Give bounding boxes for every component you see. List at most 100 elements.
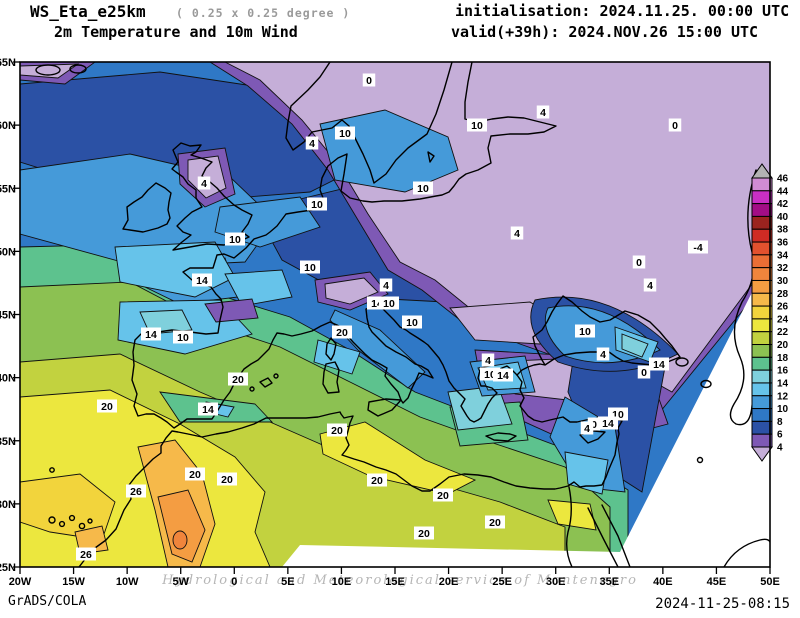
contour-label: 0 (591, 419, 597, 431)
contour-label: 20 (221, 474, 233, 486)
contour-label: 20 (371, 475, 383, 487)
contour-label-chip (485, 515, 505, 529)
colorbar-label: 32 (777, 263, 789, 274)
lon-label: 20E (439, 576, 459, 588)
colorbar-overflow-arrow (751, 163, 773, 179)
contour-label-chip (379, 278, 393, 292)
coast-red-sea-east (601, 504, 631, 567)
contour-label: 10 (406, 317, 418, 329)
lon-label: 40E (653, 576, 673, 588)
coast-persian-gulf (723, 538, 770, 567)
island-canary-3 (68, 514, 76, 522)
contour-label: 14 (202, 404, 214, 416)
colorbar-label: 26 (777, 302, 789, 313)
coast-red-sea-west (587, 507, 619, 567)
contour-label-chip (307, 197, 327, 211)
contour-label: 0 (672, 120, 678, 132)
axes: 20W 15W 10W 5W 0 5E 10E 15E 20E 25E 30E 35E 40E 45E 50… (0, 57, 780, 588)
contour-label: 0 (641, 367, 647, 379)
contour-label-chip (198, 402, 218, 416)
contour-label: 10 (177, 332, 189, 344)
colorbar-segment (751, 331, 773, 346)
colorbar-segment (751, 279, 773, 294)
lake-urmia (700, 379, 712, 389)
contour-label-chip (126, 484, 146, 498)
colorbar-label: 20 (777, 340, 789, 351)
colorbar-segment (751, 215, 773, 230)
contour-label-chip (481, 353, 495, 367)
contour-label: 4 (540, 107, 546, 119)
colorbar-segment (751, 420, 773, 435)
colorbar-segment (751, 408, 773, 422)
contour-label-chip (598, 416, 618, 430)
colorbar-label: 14 (777, 378, 789, 389)
contour-label-chip (580, 421, 594, 435)
map-subtitle: 2m Temperature and 10m Wind (54, 23, 298, 41)
island-mallorca (259, 377, 273, 388)
colorbar-segment (751, 292, 773, 307)
contour-label-chip (197, 176, 211, 190)
contour-label: 4 (584, 423, 590, 435)
creation-timestamp: 2024-11-25-08:15 (655, 596, 790, 612)
lon-label: 30E (546, 576, 566, 588)
contour-label-chip (141, 327, 161, 341)
contour-label: 4 (647, 280, 653, 292)
contour-label-chip (327, 423, 347, 437)
colorbar-segment (751, 356, 773, 371)
resolution-note: ( 0.25 x 0.25 degree ) (176, 6, 351, 20)
contour-label-chip (414, 526, 434, 540)
contour-label: 26 (80, 549, 92, 561)
lat-label: 30N (0, 499, 16, 511)
colorbar-segment (751, 241, 773, 256)
contour-label: 20 (331, 425, 343, 437)
colorbar-segment (751, 228, 773, 243)
lon-label: 5E (281, 576, 294, 588)
contour-label-chip (596, 347, 610, 361)
island-menorca (273, 373, 279, 379)
contour-label: 10 (304, 262, 316, 274)
iceland-contour-inner (69, 64, 87, 74)
colorbar-label: 30 (777, 276, 789, 287)
lon-label: 10W (116, 576, 139, 588)
contour-label: 20 (101, 401, 113, 413)
island-ibiza (249, 386, 255, 392)
initialisation-label: initialisation: (455, 2, 591, 20)
contour-label: 10 (229, 234, 241, 246)
colorbar-segment (751, 254, 773, 269)
contour-label-chip (402, 315, 422, 329)
watermark-text: Hydrological and Meteorological service … (161, 573, 638, 588)
lat-label: 50N (0, 246, 16, 258)
coast-scandinavia-mainland (131, 62, 557, 429)
contour-label: 10 (484, 369, 496, 381)
contour-label-chip (467, 118, 487, 132)
lon-label: 5W (172, 576, 189, 588)
lat-label: 65N (0, 57, 16, 69)
contour-label: 10 (579, 326, 591, 338)
initialisation-line: initialisation: 2024.11.25. 00:00 UTC (455, 2, 789, 20)
colorbar-label: 28 (777, 289, 789, 300)
island-crete (485, 432, 517, 442)
contour-label-chip (76, 547, 96, 561)
lon-label: 45E (707, 576, 727, 588)
contour-label-chip (367, 473, 387, 487)
lon-label: 35E (599, 576, 619, 588)
colorbar-label: 8 (777, 417, 783, 428)
island-madeira (49, 467, 55, 473)
lon-label: 50E (760, 576, 780, 588)
colorbar-segment (751, 177, 773, 192)
contour-label: -4 (693, 242, 702, 254)
lon-label: 25E (492, 576, 512, 588)
coast-black-sea (516, 295, 681, 376)
contour-label: 14 (653, 359, 665, 371)
lon-label: 15E (385, 576, 405, 588)
contour-label-chip (575, 324, 595, 338)
contour-label: 20 (489, 517, 501, 529)
contour-label-chip (228, 372, 248, 386)
river-nile (565, 486, 573, 567)
contour-label-chip (637, 365, 651, 379)
domain-mask (282, 257, 770, 567)
contour-label: 4 (514, 228, 520, 240)
contour-label-chip (668, 118, 682, 132)
